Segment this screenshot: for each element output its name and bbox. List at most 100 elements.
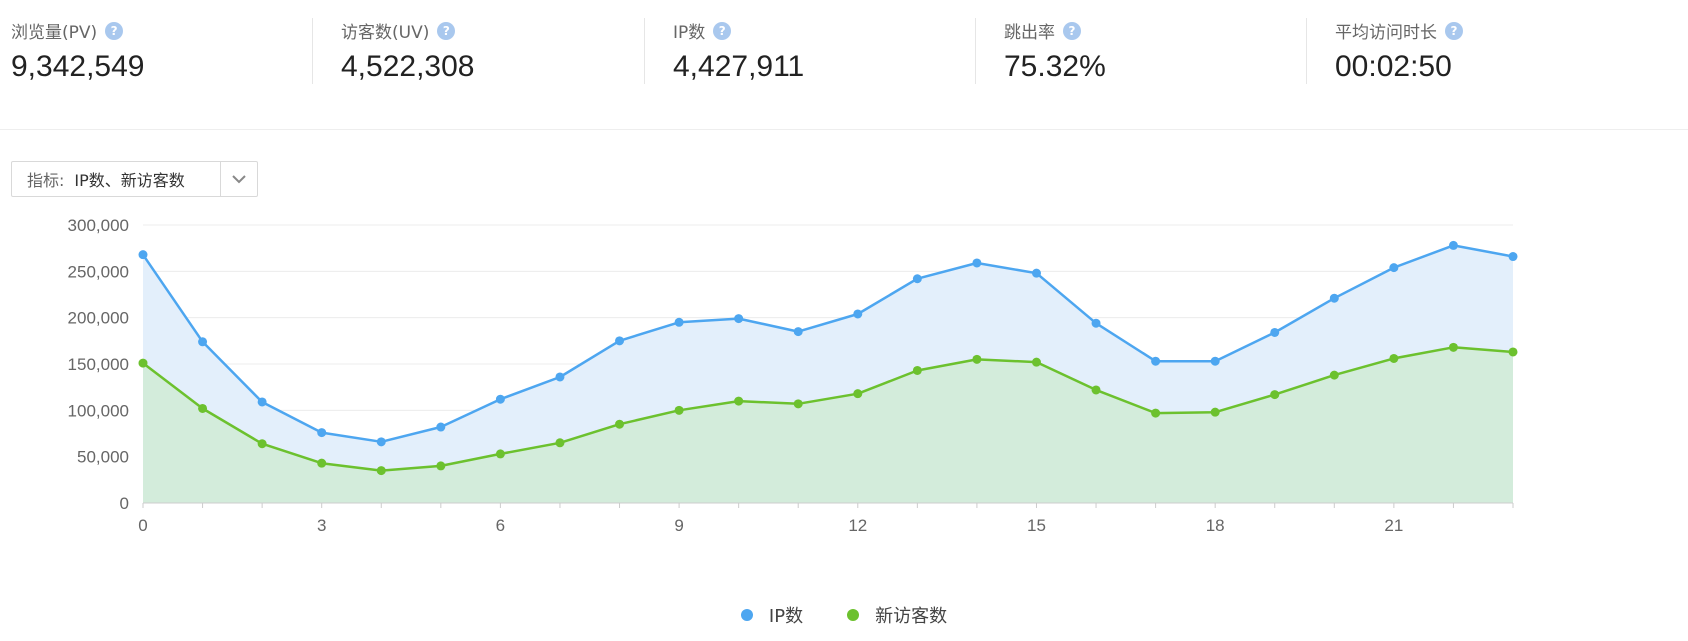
- data-point[interactable]: [1210, 407, 1220, 417]
- divider: [312, 18, 313, 84]
- chevron-down-icon[interactable]: [220, 162, 257, 196]
- data-point[interactable]: [1508, 252, 1518, 262]
- stat-label: 浏览量(PV): [11, 23, 98, 43]
- data-point[interactable]: [972, 354, 982, 364]
- data-point[interactable]: [317, 458, 327, 468]
- divider: [1306, 18, 1307, 84]
- data-point[interactable]: [317, 428, 327, 438]
- series-lines: [141, 244, 1514, 472]
- y-tick-label: 0: [120, 494, 129, 513]
- divider: [644, 18, 645, 84]
- data-point[interactable]: [1329, 370, 1339, 380]
- data-point[interactable]: [1448, 342, 1458, 352]
- data-point[interactable]: [674, 317, 684, 327]
- data-point[interactable]: [1151, 356, 1161, 366]
- data-point[interactable]: [555, 372, 565, 382]
- stat-value: 75.32%: [1004, 50, 1106, 83]
- series-line-1: [142, 346, 1514, 472]
- axes: 0 50,000 100,000 150,000 200,000 250,000 300,0…: [68, 216, 1514, 535]
- stat-value: 4,427,911: [673, 50, 805, 83]
- x-tick-label: 3: [317, 516, 326, 535]
- data-point[interactable]: [257, 397, 267, 407]
- data-point[interactable]: [1151, 408, 1161, 418]
- legend: IP数 新访客数: [0, 600, 1688, 630]
- data-point[interactable]: [376, 437, 386, 447]
- area-chart: 0 50,000 100,000 150,000 200,000 250,000 300,0…: [68, 216, 1518, 535]
- metric-selector-label: 指标:: [27, 171, 65, 190]
- stat-value: 9,342,549: [11, 50, 145, 83]
- data-point[interactable]: [912, 365, 922, 375]
- data-point[interactable]: [615, 419, 625, 429]
- data-point[interactable]: [674, 405, 684, 415]
- x-tick-label: 12: [848, 516, 867, 535]
- data-point[interactable]: [555, 438, 565, 448]
- data-point[interactable]: [793, 327, 803, 337]
- data-point[interactable]: [1448, 240, 1458, 250]
- data-point[interactable]: [495, 394, 505, 404]
- legend-marker: [740, 609, 753, 621]
- data-point[interactable]: [615, 336, 625, 346]
- stat-value: 4,522,308: [341, 50, 475, 83]
- data-point[interactable]: [198, 337, 208, 347]
- data-point[interactable]: [138, 358, 148, 368]
- legend-marker: [847, 609, 860, 621]
- divider: [975, 18, 976, 84]
- data-point[interactable]: [1031, 357, 1041, 367]
- x-tick-label: 0: [138, 516, 147, 535]
- data-point[interactable]: [436, 461, 446, 471]
- data-point[interactable]: [436, 422, 446, 432]
- data-point[interactable]: [1389, 263, 1399, 273]
- data-point[interactable]: [1270, 390, 1280, 400]
- x-tick-label: 9: [674, 516, 683, 535]
- series-area-1: [143, 347, 1513, 503]
- legend-item-ip[interactable]: IP数: [740, 602, 804, 628]
- y-tick-label: 300,000: [68, 216, 129, 235]
- help-icon[interactable]: ?: [1063, 21, 1081, 40]
- series-points: [138, 240, 1518, 476]
- x-tick-label: 18: [1206, 516, 1225, 535]
- data-point[interactable]: [1329, 293, 1339, 303]
- data-point[interactable]: [1508, 347, 1518, 357]
- series-areas: [143, 245, 1513, 503]
- x-tick-label: 15: [1027, 516, 1046, 535]
- stat-label: 跳出率: [1004, 23, 1055, 43]
- y-tick-label: 50,000: [77, 448, 129, 467]
- data-point[interactable]: [912, 274, 922, 284]
- stat-label: 平均访问时长: [1335, 23, 1437, 43]
- data-point[interactable]: [853, 389, 863, 399]
- data-point[interactable]: [734, 314, 744, 324]
- y-tick-label: 200,000: [68, 309, 129, 328]
- stats-bar: 浏览量(PV) ? 9,342,549 访客数(UV) ? 4,522,308 …: [0, 0, 1688, 130]
- data-point[interactable]: [257, 439, 267, 449]
- legend-item-new-visitors[interactable]: 新访客数: [847, 602, 947, 628]
- data-point[interactable]: [138, 250, 148, 260]
- y-tick-label: 150,000: [68, 355, 129, 374]
- data-point[interactable]: [1091, 318, 1101, 328]
- legend-label: IP数: [768, 606, 804, 627]
- data-point[interactable]: [495, 449, 505, 459]
- help-icon[interactable]: ?: [1445, 21, 1463, 40]
- stat-value: 00:02:50: [1335, 50, 1452, 83]
- data-point[interactable]: [972, 258, 982, 268]
- data-point[interactable]: [1091, 385, 1101, 395]
- help-icon[interactable]: ?: [437, 21, 456, 40]
- stat-label: 访客数(UV): [341, 23, 430, 43]
- data-point[interactable]: [1389, 353, 1399, 363]
- help-icon[interactable]: ?: [713, 21, 732, 40]
- y-tick-label: 100,000: [68, 401, 129, 420]
- metric-selector[interactable]: 指标: IP数、新访客数: [11, 161, 258, 197]
- data-point[interactable]: [376, 466, 386, 476]
- data-point[interactable]: [198, 403, 208, 413]
- data-point[interactable]: [1031, 268, 1041, 278]
- series-line-0: [141, 244, 1514, 444]
- data-point[interactable]: [1270, 327, 1280, 337]
- data-point[interactable]: [1210, 356, 1220, 366]
- data-point[interactable]: [853, 309, 863, 319]
- help-icon[interactable]: ?: [105, 21, 124, 40]
- legend-label: 新访客数: [875, 606, 948, 627]
- data-point[interactable]: [734, 396, 744, 406]
- x-tick-label: 21: [1384, 516, 1403, 535]
- y-tick-label: 250,000: [68, 262, 129, 281]
- data-point[interactable]: [793, 399, 803, 409]
- x-tick-label: 6: [496, 516, 505, 535]
